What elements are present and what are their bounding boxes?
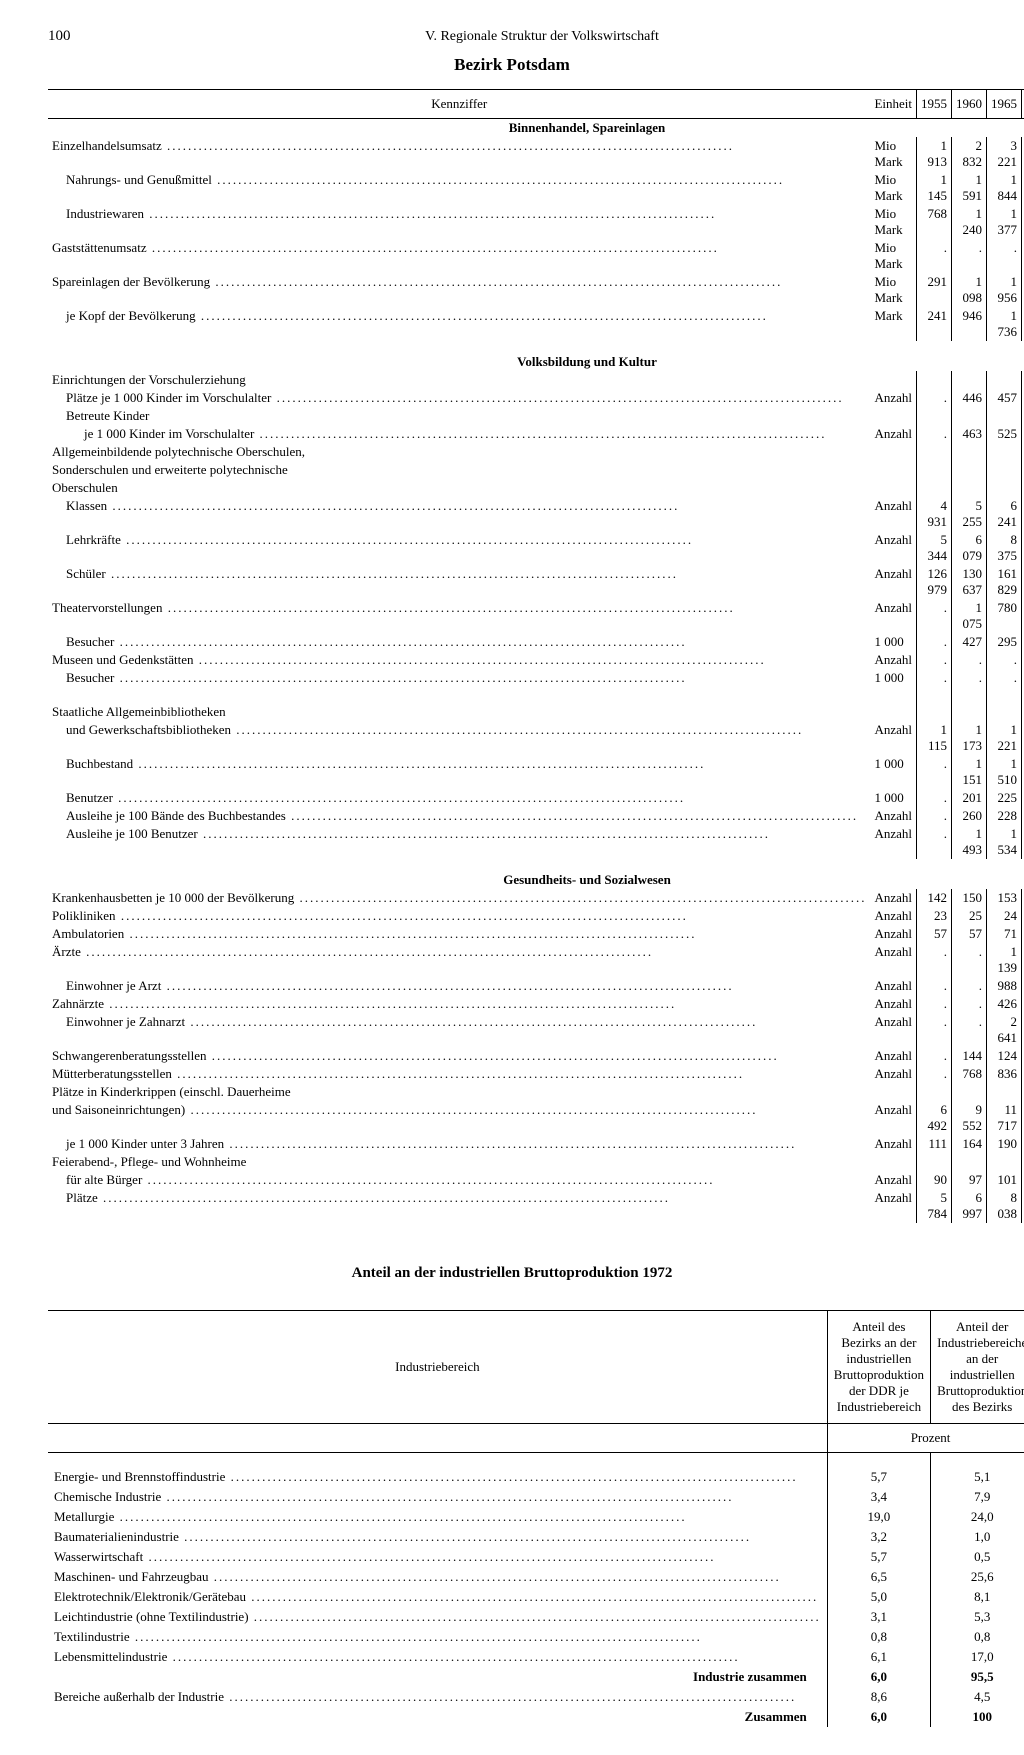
- page-header: 100 V. Regionale Struktur der Volkswirts…: [48, 28, 976, 45]
- table-row: Oberschulen: [48, 479, 1024, 497]
- col-industriebereich: Industriebereich: [48, 1311, 827, 1424]
- col-anteil-bezirk: Anteil der Industriebereiche an der indu…: [931, 1311, 1024, 1424]
- table-row: Einwohner je ArztAnzahl..988711685671: [48, 977, 1024, 995]
- table-row: Nahrungs- und GenußmittelMio Mark1 1451 …: [48, 171, 1024, 205]
- industry-row: Metallurgie19,024,0: [48, 1507, 1024, 1527]
- col-einheit: Einheit: [870, 90, 916, 119]
- table-row: GaststättenumsatzMio Mark...418434453: [48, 239, 1024, 273]
- table-row: EinzelhandelsumsatzMio Mark1 9132 8323 2…: [48, 137, 1024, 171]
- region-title: Bezirk Potsdam: [48, 55, 976, 75]
- table-row: Krankenhausbetten je 10 000 der Bevölker…: [48, 889, 1024, 907]
- unit-prozent: Prozent: [827, 1424, 1024, 1453]
- table-row: PlätzeAnzahl5 7846 9978 0388 0558 0068 0…: [48, 1189, 1024, 1223]
- table-row: IndustriewarenMio Mark7681 2401 3771 756…: [48, 205, 1024, 239]
- chapter-title: V. Regionale Struktur der Volkswirtschaf…: [108, 29, 976, 45]
- table-row: je 1 000 Kinder im VorschulalterAnzahl.4…: [48, 425, 1024, 443]
- table-row: Buchbestand1 000.1 1511 5102 0042 0812 1…: [48, 755, 1024, 789]
- table-row: Plätze in Kinderkrippen (einschl. Dauerh…: [48, 1083, 1024, 1101]
- industry-outside-row: Bereiche außerhalb der Industrie 8,6 4,5: [48, 1687, 1024, 1707]
- table-row: MütterberatungsstellenAnzahl.76883687281…: [48, 1065, 1024, 1083]
- col-1955: 1955: [917, 90, 952, 119]
- table-row: und Saisoneinrichtungen)Anzahl6 4929 552…: [48, 1101, 1024, 1135]
- industry-row: Maschinen- und Fahrzeugbau6,525,6: [48, 1567, 1024, 1587]
- col-1960: 1960: [952, 90, 987, 119]
- col-anteil-ddr: Anteil des Bezirks an der industriellen …: [827, 1311, 930, 1424]
- table-header-row: Kennziffer Einheit 1955 1960 1965 1970 1…: [48, 90, 1024, 119]
- table-row: Benutzer1 000.201225249254254: [48, 789, 1024, 807]
- statistics-table: Kennziffer Einheit 1955 1960 1965 1970 1…: [48, 89, 1024, 1235]
- table-row: Feierabend-, Pflege- und Wohnheime: [48, 1153, 1024, 1171]
- industry-row: Elektrotechnik/Elektronik/Gerätebau5,08,…: [48, 1587, 1024, 1607]
- table-row: TheatervorstellungenAnzahl.1 0757809861 …: [48, 599, 1024, 633]
- section-heading: Gesundheits- und Sozialwesen: [48, 871, 1024, 889]
- industry-row: Leichtindustrie (ohne Textilindustrie)3,…: [48, 1607, 1024, 1627]
- table-row: Ausleihe je 100 Bände des BuchbestandesA…: [48, 807, 1024, 825]
- table-row: Sonderschulen und erweiterte polytechnis…: [48, 461, 1024, 479]
- table-row: ZahnärzteAnzahl..426459444450: [48, 995, 1024, 1013]
- table-row: Plätze je 1 000 Kinder im VorschulalterA…: [48, 389, 1024, 407]
- table-row: Besucher1 000...2 6411 9122 438: [48, 669, 1024, 703]
- table-row: ÄrzteAnzahl..1 1391 5941 6531 688: [48, 943, 1024, 977]
- table-row: Einwohner je ZahnarztAnzahl..2 6412 4682…: [48, 1013, 1024, 1047]
- table-row: LehrkräfteAnzahl5 3446 0798 3759 88110 5…: [48, 531, 1024, 565]
- industry-table: Industriebereich Anteil des Bezirks an d…: [48, 1310, 1024, 1727]
- industry-title: Anteil an der industriellen Bruttoproduk…: [48, 1265, 976, 1282]
- table-row: je 1 000 Kinder unter 3 JahrenAnzahl1111…: [48, 1135, 1024, 1153]
- table-row: für alte BürgerAnzahl9097101103102101: [48, 1171, 1024, 1189]
- table-row: Museen und GedenkstättenAnzahl...363727: [48, 651, 1024, 669]
- table-row: SchülerAnzahl126 979130 637161 829188 28…: [48, 565, 1024, 599]
- industry-row: Textilindustrie0,80,8: [48, 1627, 1024, 1647]
- table-row: Ausleihe je 100 BenutzerAnzahl.1 4931 53…: [48, 825, 1024, 859]
- table-row: SchwangerenberatungsstellenAnzahl.144124…: [48, 1047, 1024, 1065]
- table-row: je Kopf der BevölkerungMark2419461 7362 …: [48, 307, 1024, 341]
- col-kennziffer: Kennziffer: [48, 90, 870, 119]
- table-row: Staatliche Allgemeinbibliotheken: [48, 703, 1024, 721]
- section-heading: Volksbildung und Kultur: [48, 353, 1024, 371]
- industry-row: Energie- und Brennstoffindustrie5,75,1: [48, 1467, 1024, 1487]
- table-row: Spareinlagen der BevölkerungMio Mark2911…: [48, 273, 1024, 307]
- table-row: und GewerkschaftsbibliothekenAnzahl1 115…: [48, 721, 1024, 755]
- table-row: Einrichtungen der Vorschulerziehung: [48, 371, 1024, 389]
- industry-header-row: Industriebereich Anteil des Bezirks an d…: [48, 1311, 1024, 1424]
- industry-row: Baumaterialienindustrie3,21,0: [48, 1527, 1024, 1547]
- table-row: PoliklinikenAnzahl232524262732: [48, 907, 1024, 925]
- table-row: Allgemeinbildende polytechnische Obersch…: [48, 443, 1024, 461]
- table-row: KlassenAnzahl4 9315 2556 2417 2527 4767 …: [48, 497, 1024, 531]
- table-row: Betreute Kinder: [48, 407, 1024, 425]
- table-row: Besucher1 000.427295399431424: [48, 633, 1024, 651]
- industry-row: Chemische Industrie3,47,9: [48, 1487, 1024, 1507]
- industry-row: Lebensmittelindustrie6,117,0: [48, 1647, 1024, 1667]
- industry-sum-row: Industrie zusammen 6,0 95,5: [48, 1667, 1024, 1687]
- col-1965: 1965: [987, 90, 1022, 119]
- section-heading: Binnenhandel, Spareinlagen: [48, 119, 1024, 138]
- industry-unit-row: Prozent: [48, 1424, 1024, 1453]
- page-number: 100: [48, 28, 108, 45]
- industry-row: Wasserwirtschaft5,70,5: [48, 1547, 1024, 1567]
- table-row: AmbulatorienAnzahl575771747266: [48, 925, 1024, 943]
- industry-total-row: Zusammen 6,0 100: [48, 1707, 1024, 1727]
